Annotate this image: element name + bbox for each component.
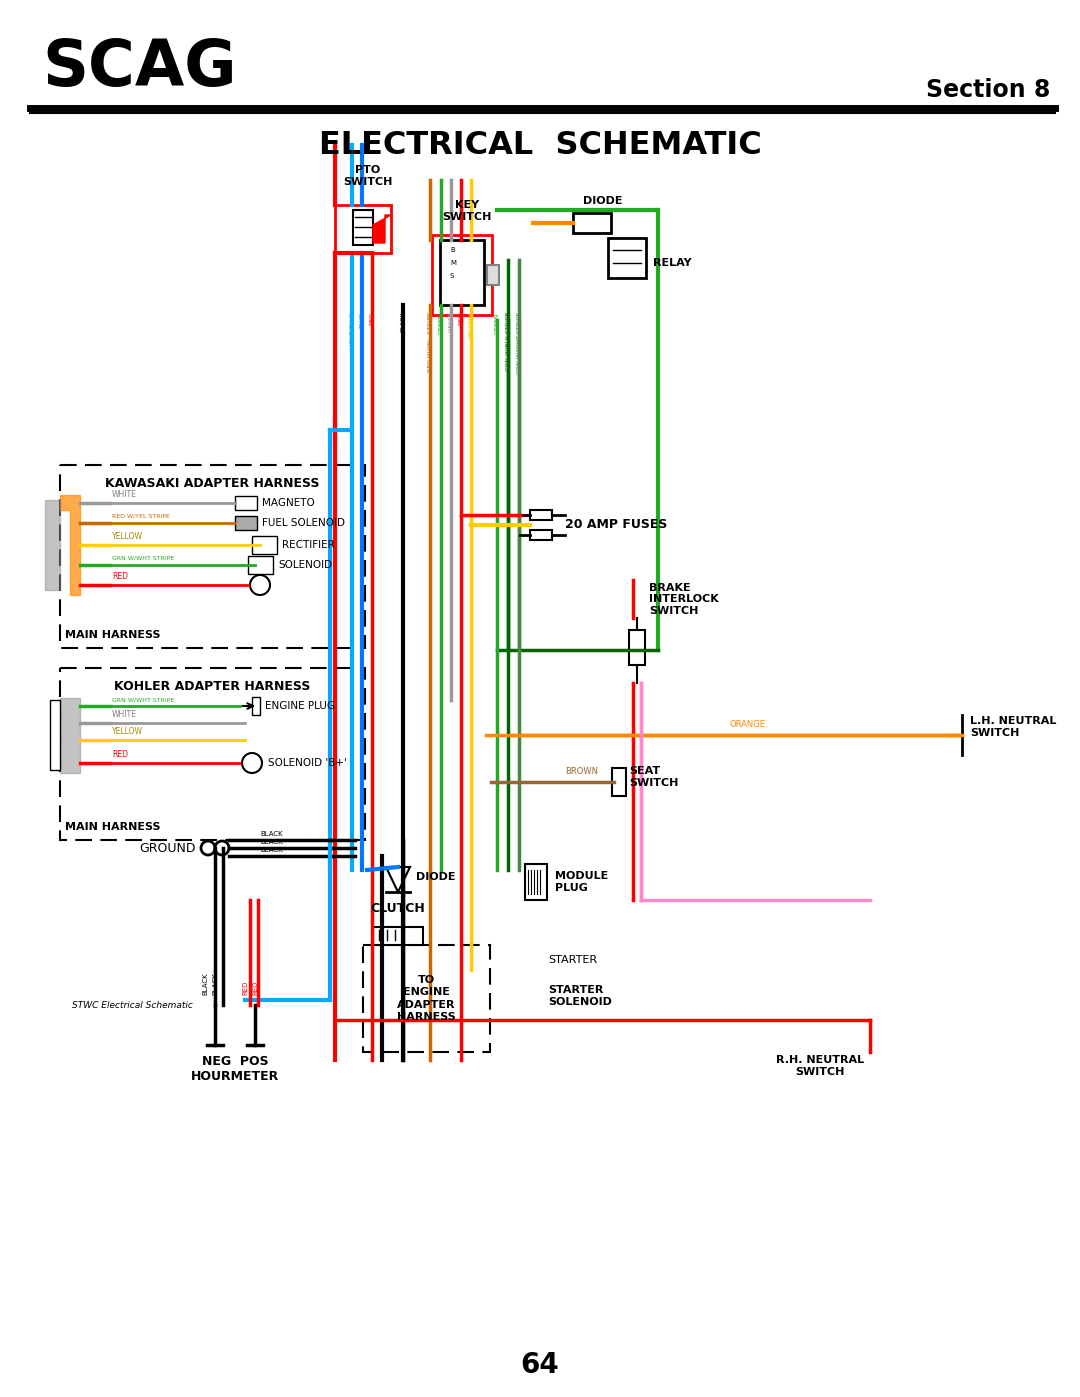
Polygon shape: [373, 215, 391, 243]
Bar: [335, 205, 391, 253]
Circle shape: [249, 576, 270, 595]
Bar: [248, 556, 273, 574]
Text: STARTER: STARTER: [548, 956, 597, 965]
Circle shape: [201, 841, 215, 855]
Text: YELLOW: YELLOW: [112, 726, 143, 736]
Text: RED W/YEL STRIPE: RED W/YEL STRIPE: [112, 514, 170, 520]
Bar: [252, 697, 260, 715]
Bar: [525, 863, 546, 900]
Text: 64: 64: [521, 1351, 559, 1379]
Text: WHITE: WHITE: [448, 312, 454, 332]
Polygon shape: [60, 698, 80, 773]
Text: RED: RED: [369, 312, 375, 326]
Text: RED: RED: [252, 981, 258, 995]
Bar: [235, 515, 257, 529]
Text: DIODE: DIODE: [583, 196, 622, 205]
Text: SCAG: SCAG: [42, 36, 237, 99]
Bar: [608, 237, 646, 278]
Polygon shape: [386, 868, 410, 893]
Text: B: B: [450, 247, 455, 253]
Text: FUEL SOLENOID: FUEL SOLENOID: [262, 518, 345, 528]
Bar: [363, 944, 490, 1052]
Text: SEAT
SWITCH: SEAT SWITCH: [629, 766, 678, 788]
Text: PTO
SWITCH: PTO SWITCH: [343, 165, 393, 187]
Text: WHITE: WHITE: [112, 490, 137, 499]
Bar: [573, 212, 611, 233]
Text: BROWN: BROWN: [565, 767, 598, 775]
Bar: [252, 536, 276, 555]
Text: BLACK: BLACK: [260, 831, 283, 837]
Text: RED: RED: [242, 981, 248, 995]
Bar: [50, 700, 60, 770]
Text: GROUND: GROUND: [139, 841, 195, 855]
Text: CLUTCH: CLUTCH: [370, 902, 426, 915]
Text: GRN W/WHT STRIPE: GRN W/WHT STRIPE: [112, 697, 174, 703]
Circle shape: [242, 753, 262, 773]
Text: KAWASAKI ADAPTER HARNESS: KAWASAKI ADAPTER HARNESS: [105, 476, 320, 490]
Text: BRAKE
INTERLOCK
SWITCH: BRAKE INTERLOCK SWITCH: [649, 583, 719, 616]
Text: MAGNETO: MAGNETO: [262, 497, 314, 509]
Text: RED: RED: [459, 312, 463, 326]
Text: GRN W/WHT STRIPE: GRN W/WHT STRIPE: [516, 312, 522, 374]
Text: STARTER
SOLENOID: STARTER SOLENOID: [548, 985, 612, 1007]
Bar: [530, 529, 552, 541]
Text: LIGHT BLUE: LIGHT BLUE: [350, 312, 354, 349]
Text: DIODE: DIODE: [416, 872, 456, 882]
Polygon shape: [60, 495, 80, 595]
Text: BLUE: BLUE: [360, 312, 365, 328]
Text: RECTIFIER: RECTIFIER: [282, 541, 335, 550]
Text: BLACK: BLACK: [260, 847, 283, 854]
Text: RED: RED: [112, 571, 129, 581]
Text: KOHLER ADAPTER HARNESS: KOHLER ADAPTER HARNESS: [114, 680, 311, 693]
Text: R.H. NEUTRAL
SWITCH: R.H. NEUTRAL SWITCH: [775, 1055, 864, 1077]
Text: BLACK: BLACK: [260, 840, 283, 845]
Text: ELECTRICAL  SCHEMATIC: ELECTRICAL SCHEMATIC: [319, 130, 761, 161]
Text: S: S: [450, 272, 455, 279]
Text: BLACK: BLACK: [212, 972, 218, 995]
Bar: [629, 630, 645, 665]
Text: L.H. NEUTRAL
SWITCH: L.H. NEUTRAL SWITCH: [970, 717, 1056, 738]
Text: BLACK: BLACK: [202, 972, 208, 995]
Text: RED: RED: [112, 750, 129, 759]
Text: M: M: [450, 260, 456, 265]
Bar: [530, 510, 552, 520]
Text: GRN W/BLK STRIPE: GRN W/BLK STRIPE: [505, 312, 511, 372]
Bar: [432, 235, 492, 314]
Text: YELLOW: YELLOW: [112, 532, 143, 541]
Text: STWC Electrical Schematic: STWC Electrical Schematic: [72, 1000, 193, 1010]
Text: KEY
SWITCH: KEY SWITCH: [443, 200, 491, 222]
Text: NEG  POS
HOURMETER: NEG POS HOURMETER: [191, 1055, 279, 1083]
Text: RELAY: RELAY: [653, 258, 691, 268]
Polygon shape: [45, 500, 60, 590]
Bar: [235, 496, 257, 510]
Text: WHITE: WHITE: [112, 710, 137, 719]
Text: SOLENOID 'B+': SOLENOID 'B+': [268, 759, 347, 768]
Text: YELLOW: YELLOW: [469, 312, 473, 338]
Bar: [487, 265, 499, 285]
Text: SOLENOID: SOLENOID: [278, 560, 333, 570]
Text: Section 8: Section 8: [926, 78, 1050, 102]
Text: RED W/YEL. STRIPE: RED W/YEL. STRIPE: [428, 312, 432, 372]
Text: ORANGE: ORANGE: [730, 719, 766, 729]
Text: 20 AMP FUSES: 20 AMP FUSES: [565, 518, 667, 531]
Text: ENGINE PLUG: ENGINE PLUG: [265, 701, 335, 711]
Text: BLACK: BLACK: [401, 312, 405, 332]
Bar: [60, 465, 365, 648]
Bar: [612, 768, 626, 796]
Bar: [60, 668, 365, 840]
Text: MAIN HARNESS: MAIN HARNESS: [65, 821, 161, 833]
Text: GRN W/WHT STRIPE: GRN W/WHT STRIPE: [112, 556, 174, 562]
Bar: [353, 210, 373, 244]
Text: GREEN: GREEN: [495, 312, 499, 334]
Text: MODULE
PLUG: MODULE PLUG: [555, 872, 608, 893]
Circle shape: [215, 841, 229, 855]
Bar: [440, 240, 484, 305]
Text: TO
ENGINE
ADAPTER
HARNESS: TO ENGINE ADAPTER HARNESS: [397, 975, 456, 1023]
Text: MAIN HARNESS: MAIN HARNESS: [65, 630, 161, 640]
Bar: [373, 928, 423, 944]
Text: GREEN: GREEN: [438, 312, 444, 334]
